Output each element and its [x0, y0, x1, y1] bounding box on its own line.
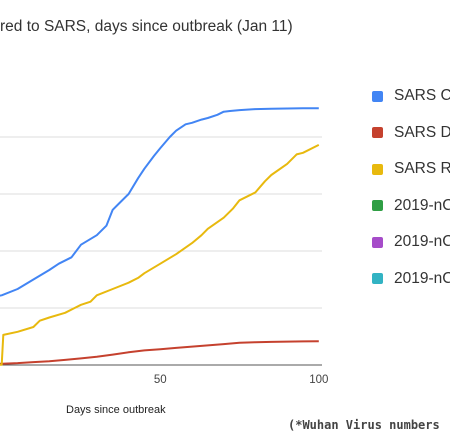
x-tick-labels: 50 100: [154, 374, 329, 386]
legend-entry[interactable]: 2019-nC: [372, 188, 450, 224]
legend-label: SARS De: [394, 123, 450, 141]
legend-entry[interactable]: SARS Ca: [372, 78, 450, 114]
legend-label: SARS Ca: [394, 87, 450, 104]
legend-swatch: [372, 236, 383, 248]
legend: SARS Ca SARS De SARS Re 2019-nC 2019-nC 2019-…: [372, 78, 450, 297]
legend-label: SARS Re: [394, 160, 450, 177]
legend-entry[interactable]: SARS Re: [372, 151, 450, 187]
legend-label: 2019-nC: [394, 233, 450, 250]
x-tick-label: 50: [154, 374, 167, 386]
x-tick-label: 100: [309, 374, 328, 386]
legend-entry[interactable]: SARS De: [372, 115, 450, 151]
legend-entry[interactable]: 2019-nC: [372, 261, 450, 297]
legend-label: 2019-nC: [394, 196, 450, 214]
legend-swatch: [372, 273, 383, 284]
series-line-2: [0, 144, 320, 366]
legend-swatch: [372, 163, 383, 175]
legend-entry[interactable]: 2019-nC: [372, 224, 450, 260]
gridlines: [0, 136, 322, 309]
legend-swatch: [372, 200, 383, 211]
series-line-1: [0, 340, 319, 365]
chart-title: red to SARS, days since outbreak (Jan 11…: [0, 18, 293, 35]
legend-swatch: [372, 127, 383, 138]
series-lines: [0, 107, 320, 366]
footnote: (*Wuhan Virus numbers: [288, 418, 440, 432]
series-line-0: [0, 107, 319, 297]
x-axis-label: Days since outbreak: [66, 404, 166, 416]
legend-swatch: [372, 90, 383, 102]
legend-label: 2019-nC: [394, 269, 450, 287]
